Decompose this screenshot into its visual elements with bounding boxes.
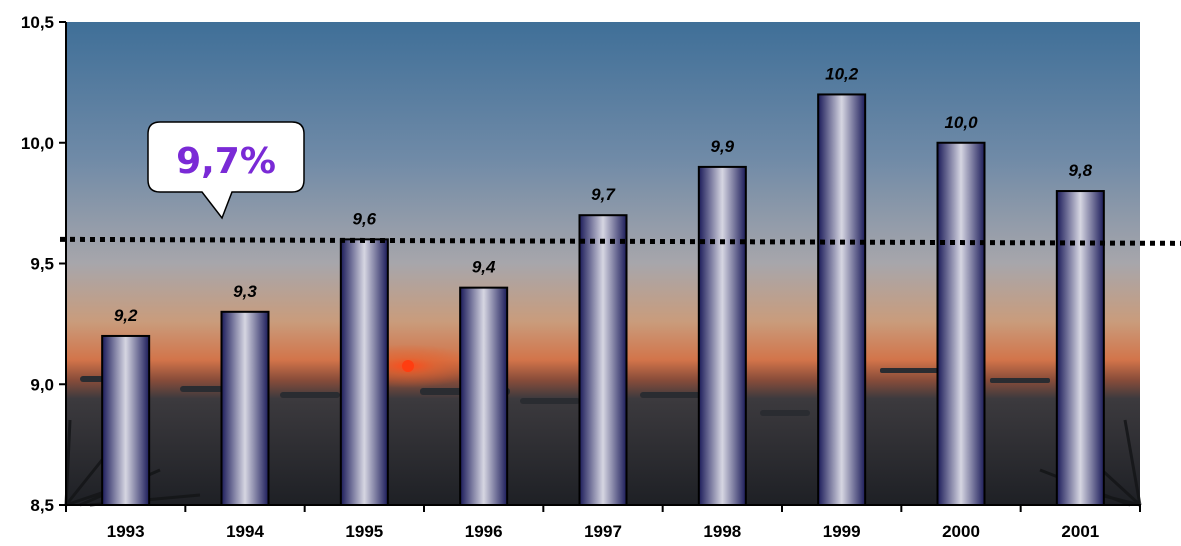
x-tick-label: 2000: [942, 522, 980, 541]
value-labels: 9,2 9,3 9,6 9,4 9,7 9,9 10,2 10,0 9,8: [114, 64, 1093, 325]
value-label-1993: 9,2: [114, 306, 138, 325]
x-tick-label: 1997: [584, 522, 622, 541]
y-tick-label: 9,0: [30, 375, 54, 394]
value-label-2001: 9,8: [1069, 161, 1093, 180]
bar-1998: [697, 165, 747, 506]
value-label-1996: 9,4: [472, 258, 496, 277]
average-line: [59, 236, 1181, 246]
value-label-2000: 10,0: [944, 113, 978, 132]
callout: 9,7%: [147, 121, 305, 220]
bar-2001: [1055, 190, 1105, 507]
bar-1997: [578, 214, 628, 506]
value-label-1998: 9,9: [711, 137, 735, 156]
bar-2000: [936, 141, 986, 506]
x-tick-label: 1993: [107, 522, 145, 541]
x-tick-label: 1996: [465, 522, 503, 541]
bar-1996: [459, 286, 509, 506]
value-label-1994: 9,3: [233, 282, 257, 301]
x-axis-ticks: 1993 1994 1995 1996 1997 1998 1999 2000 2001: [65, 505, 1141, 541]
bar-1994: [220, 310, 270, 506]
sun: [402, 360, 414, 372]
bar-1995: [339, 238, 389, 506]
bar-1993: [101, 334, 151, 507]
bar-1999: [817, 93, 867, 506]
y-axis-ticks: 8,5 9,0 9,5 10,0 10,5: [21, 13, 66, 515]
x-tick-label: 2001: [1061, 522, 1099, 541]
value-label-1995: 9,6: [353, 209, 377, 228]
callout-bubble: [147, 121, 305, 220]
x-tick-label: 1994: [226, 522, 264, 541]
value-label-1999: 10,2: [825, 64, 859, 83]
x-tick-label: 1998: [703, 522, 741, 541]
y-tick-label: 10,0: [21, 134, 54, 153]
y-tick-label: 10,5: [21, 13, 54, 32]
value-label-1997: 9,7: [591, 185, 616, 204]
x-tick-label: 1995: [345, 522, 383, 541]
y-tick-label: 8,5: [30, 496, 54, 515]
y-tick-label: 9,5: [30, 255, 54, 274]
x-tick-label: 1999: [823, 522, 861, 541]
bars: [101, 93, 1105, 507]
callout-text: 9,7%: [176, 141, 276, 182]
